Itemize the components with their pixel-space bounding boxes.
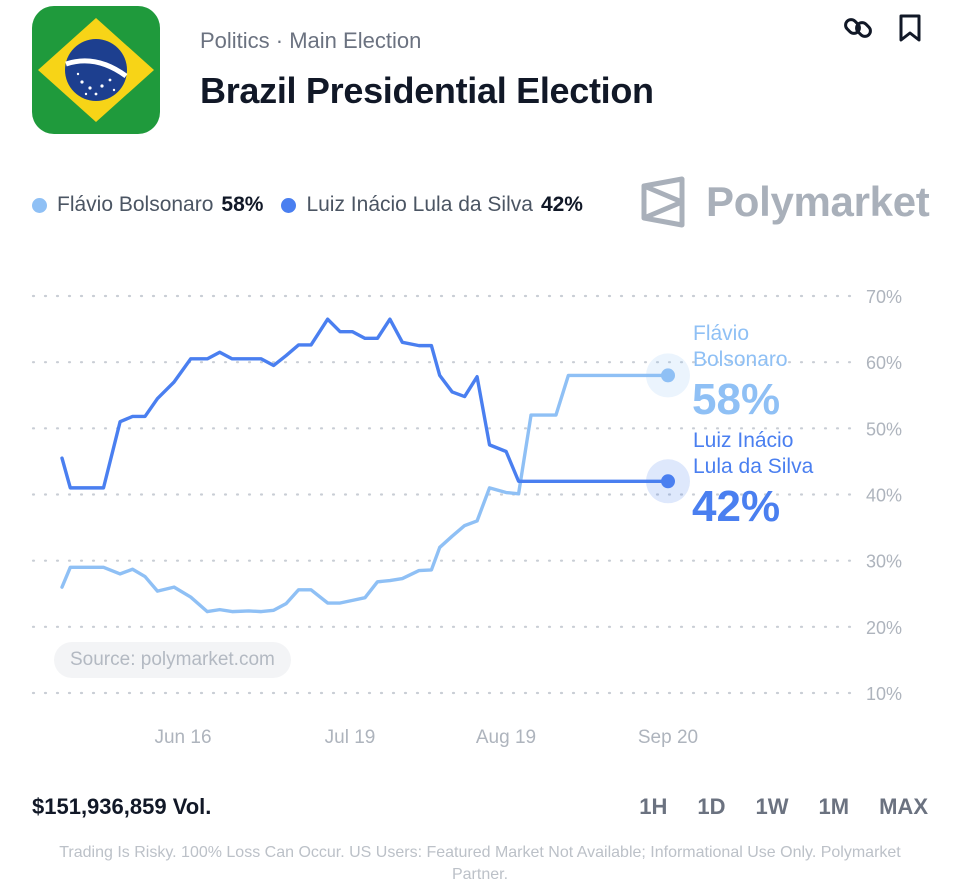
disclaimer: Trading Is Risky. 100% Loss Can Occur. U… [59, 844, 901, 883]
y-tick-label: 60% [866, 353, 902, 373]
range-max-button[interactable]: MAX [879, 794, 928, 819]
series-end-value: 42% [692, 482, 780, 531]
range-1h-button[interactable]: 1H [639, 794, 668, 819]
brazil-flag-icon [32, 6, 160, 134]
endpoint-dot [661, 368, 675, 383]
endpoint-dot [661, 474, 675, 489]
legend-dot [32, 197, 47, 213]
legend-value: 42% [540, 193, 583, 216]
source-label: Source: polymarket.com [54, 642, 291, 678]
legend-item-lula: Luiz Inácio Lula da Silva 42% [281, 193, 583, 217]
y-tick-label: 10% [866, 684, 902, 704]
range-1d-button[interactable]: 1D [697, 794, 726, 819]
page-title: Brazil Presidential Election [200, 70, 654, 111]
link-icon[interactable] [842, 12, 874, 44]
y-tick-label: 40% [866, 486, 902, 506]
range-1w-button[interactable]: 1W [755, 794, 789, 819]
x-tick-label: Jul 19 [325, 727, 376, 748]
x-tick-label: Jun 16 [154, 727, 211, 748]
y-tick-label: 50% [866, 419, 902, 439]
series-end-value: 58% [692, 375, 780, 424]
legend-value: 58% [221, 193, 264, 216]
x-tick-label: Sep 20 [638, 727, 698, 748]
time-range-selector: 1H 1D 1W 1M MAX [609, 794, 928, 820]
series-end-label: Luiz Inácio [693, 429, 793, 452]
legend-name: Flávio Bolsonaro [57, 193, 214, 216]
range-1m-button[interactable]: 1M [818, 794, 850, 819]
polymarket-logo-icon [641, 176, 685, 228]
legend-dot [281, 197, 297, 213]
bookmark-icon[interactable] [894, 12, 926, 44]
y-tick-label: 20% [866, 618, 902, 638]
x-tick-label: Aug 19 [476, 727, 536, 748]
y-tick-label: 70% [866, 287, 902, 307]
market-category[interactable]: Politics · Main Election [200, 28, 422, 53]
legend-name: Luiz Inácio Lula da Silva [306, 193, 533, 216]
series-line-lula [60, 317, 670, 490]
volume-label: $151,936,859 Vol. [32, 794, 212, 819]
series-line-bolsonaro [60, 373, 670, 614]
price-history-chart[interactable]: 70% 60% 50% 40% 30% 20% 10% Jun 16 Jul 19 Aug 19 S… [0, 0, 960, 780]
series-end-label: Lula da Silva [693, 455, 814, 478]
y-tick-label: 30% [866, 552, 902, 572]
chart-legend: Flávio Bolsonaro 58% Luiz Inácio Lula da… [32, 190, 601, 220]
series-end-label: Bolsonaro [693, 348, 788, 371]
legend-item-bolsonaro: Flávio Bolsonaro 58% [32, 193, 263, 217]
brand-name: Polymarket [706, 178, 930, 225]
series-end-label: Flávio [693, 322, 749, 345]
polymarket-brand: Polymarket [640, 174, 930, 230]
